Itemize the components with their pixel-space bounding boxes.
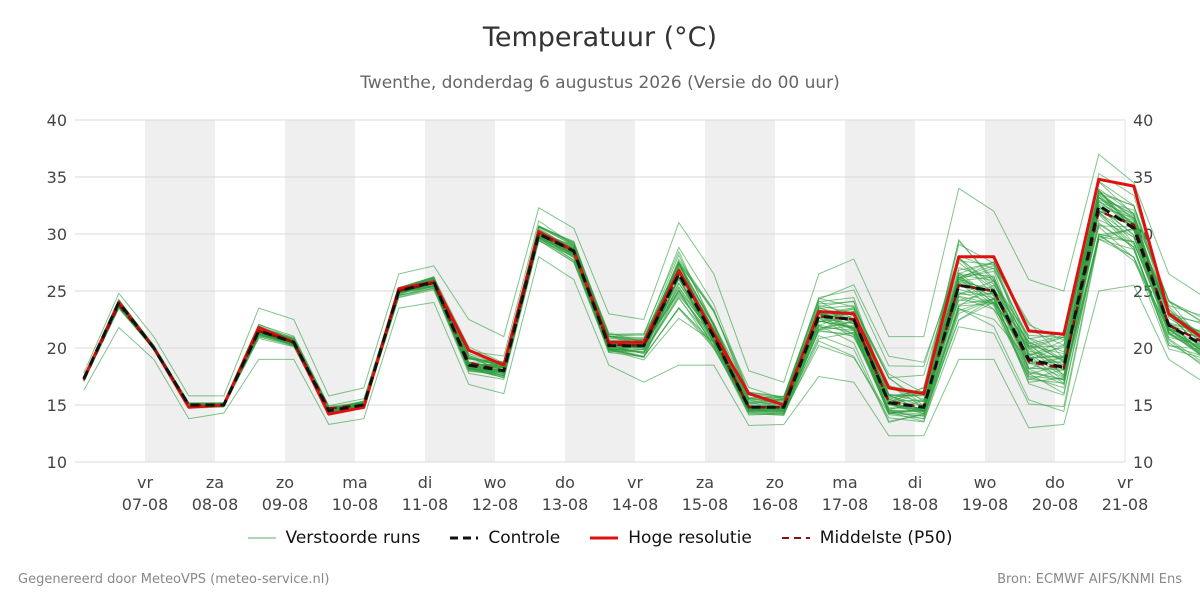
ytick-right-1: 15	[1133, 396, 1153, 415]
xtick-date-14: 21-08	[1102, 495, 1149, 514]
xtick-date-12: 19-08	[962, 495, 1009, 514]
ytick-right-5: 35	[1133, 168, 1153, 187]
legend-swatch-hoge-resolutie	[590, 536, 619, 540]
ytick-right-2: 20	[1133, 339, 1153, 358]
ytick-right-0: 10	[1133, 453, 1153, 472]
chart-title: Temperatuur (°C)	[482, 22, 718, 53]
series-line-controle	[82, 204, 1200, 413]
xtick-day-9: zo	[766, 473, 784, 492]
ensemble-run-46	[83, 180, 1200, 420]
legend-item-ensemble: Verstoorde runs	[247, 528, 421, 548]
ytick-left-4: 30	[47, 225, 67, 244]
legend-swatch-controle	[450, 536, 479, 540]
legend-label-controle: Controle	[488, 528, 561, 548]
legend-swatch-p50	[781, 537, 810, 539]
legend-label-ensemble: Verstoorde runs	[285, 528, 421, 548]
ytick-left-6: 40	[47, 111, 67, 130]
xtick-date-6: 13-08	[542, 495, 589, 514]
xtick-date-4: 11-08	[402, 495, 449, 514]
xtick-day-12: wo	[974, 473, 997, 492]
xtick-date-11: 18-08	[892, 495, 939, 514]
xtick-date-10: 17-08	[822, 495, 869, 514]
xtick-day-10: ma	[832, 473, 857, 492]
legend-swatch-ensemble	[247, 537, 276, 539]
xtick-day-5: wo	[484, 473, 507, 492]
ensemble-run-48	[83, 207, 1200, 413]
legend-item-controle: Controle	[450, 528, 560, 548]
chart-subtitle: Twenthe, donderdag 6 augustus 2026 (Vers…	[360, 73, 840, 93]
ensemble-run-37	[83, 227, 1200, 410]
xtick-day-14: vr	[1117, 473, 1133, 492]
xtick-day-7: vr	[627, 473, 643, 492]
xtick-date-8: 15-08	[682, 495, 729, 514]
xtick-date-0: 07-08	[122, 495, 169, 514]
xtick-date-9: 16-08	[752, 495, 799, 514]
ensemble-run-47	[83, 233, 1200, 411]
ensemble-run-15	[83, 225, 1200, 414]
xtick-day-1: za	[206, 473, 224, 492]
ensemble-run-44	[83, 193, 1200, 417]
xtick-date-5: 12-08	[472, 495, 519, 514]
chart-legend: Verstoorde runs Controle Hoge resolutie …	[0, 528, 1200, 548]
xtick-day-4: di	[418, 473, 433, 492]
ytick-right-6: 40	[1133, 111, 1153, 130]
xtick-day-8: za	[696, 473, 714, 492]
ensemble-run-22	[83, 210, 1200, 412]
legend-label-p50: Middelste (P50)	[819, 528, 953, 548]
series-line-hoge-resolutie	[82, 177, 1200, 416]
ytick-left-2: 20	[47, 339, 67, 358]
ytick-left-0: 10	[47, 453, 67, 472]
ensemble-run-0	[83, 153, 1200, 397]
xtick-date-7: 14-08	[612, 495, 659, 514]
ensemble-run-49	[83, 197, 1200, 411]
xtick-date-13: 20-08	[1032, 495, 1079, 514]
xtick-date-3: 10-08	[332, 495, 379, 514]
xtick-day-2: zo	[276, 473, 294, 492]
ytick-left-1: 15	[47, 396, 67, 415]
xtick-date-1: 08-08	[192, 495, 239, 514]
xtick-day-3: ma	[342, 473, 367, 492]
xtick-day-6: do	[555, 473, 575, 492]
ytick-left-3: 25	[47, 282, 67, 301]
legend-label-hoge-resolutie: Hoge resolutie	[628, 528, 752, 548]
legend-item-p50: Middelste (P50)	[781, 528, 953, 548]
footer-source: Bron: ECMWF AIFS/KNMI Ens	[997, 572, 1182, 587]
footer-generated-by: Gegenereerd door MeteoVPS (meteo-service…	[18, 572, 330, 587]
ytick-left-5: 35	[47, 168, 67, 187]
xtick-day-13: do	[1045, 473, 1065, 492]
ensemble-run-1	[83, 256, 1200, 437]
xtick-day-0: vr	[137, 473, 153, 492]
xtick-day-11: di	[908, 473, 923, 492]
legend-item-hoge-resolutie: Hoge resolutie	[590, 528, 752, 548]
xtick-date-2: 09-08	[262, 495, 309, 514]
